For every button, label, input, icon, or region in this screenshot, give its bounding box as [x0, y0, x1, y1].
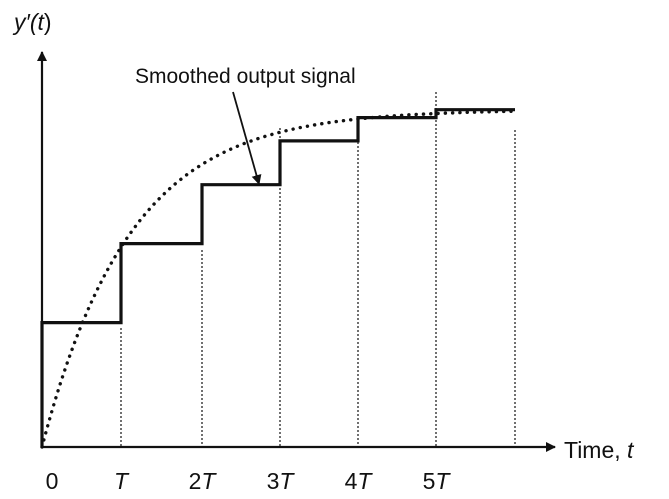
tick-label-3T: 3T — [267, 468, 296, 494]
tick-label-4T: 4T — [345, 468, 374, 494]
smoothed-output-curve — [40, 109, 516, 449]
tick-label-2T: 2T — [189, 468, 218, 494]
staircase-output-signal — [40, 108, 515, 447]
tick-label-5T: 5T — [423, 468, 452, 494]
tick-label-T: T — [114, 468, 130, 494]
annotation-pointer-arrow — [232, 91, 262, 185]
tick-label-0: 0 — [46, 468, 59, 494]
y-axis-label: y′(t) — [12, 9, 52, 35]
sample-time-lines — [120, 92, 516, 447]
x-axis-label: Time, t — [564, 437, 635, 463]
smoothed-output-annotation: Smoothed output signal — [135, 65, 356, 88]
